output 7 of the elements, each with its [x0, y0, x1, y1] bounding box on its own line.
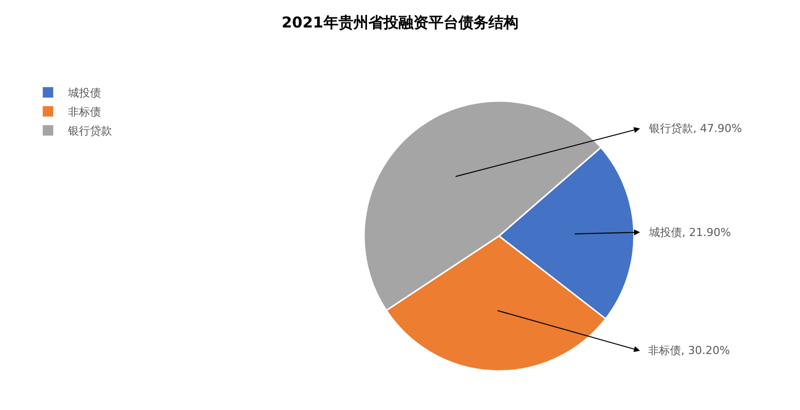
- chart-title: 2021年贵州省投融资平台债务结构: [282, 13, 518, 32]
- data-label: 银行贷款, 47.90%: [648, 122, 742, 135]
- legend-label: 银行贷款: [67, 124, 112, 138]
- data-label: 非标债, 30.20%: [648, 344, 730, 357]
- legend-label: 城投债: [67, 86, 101, 100]
- legend-label: 非标债: [68, 106, 101, 119]
- data-label: 城投债, 21.90%: [648, 226, 731, 239]
